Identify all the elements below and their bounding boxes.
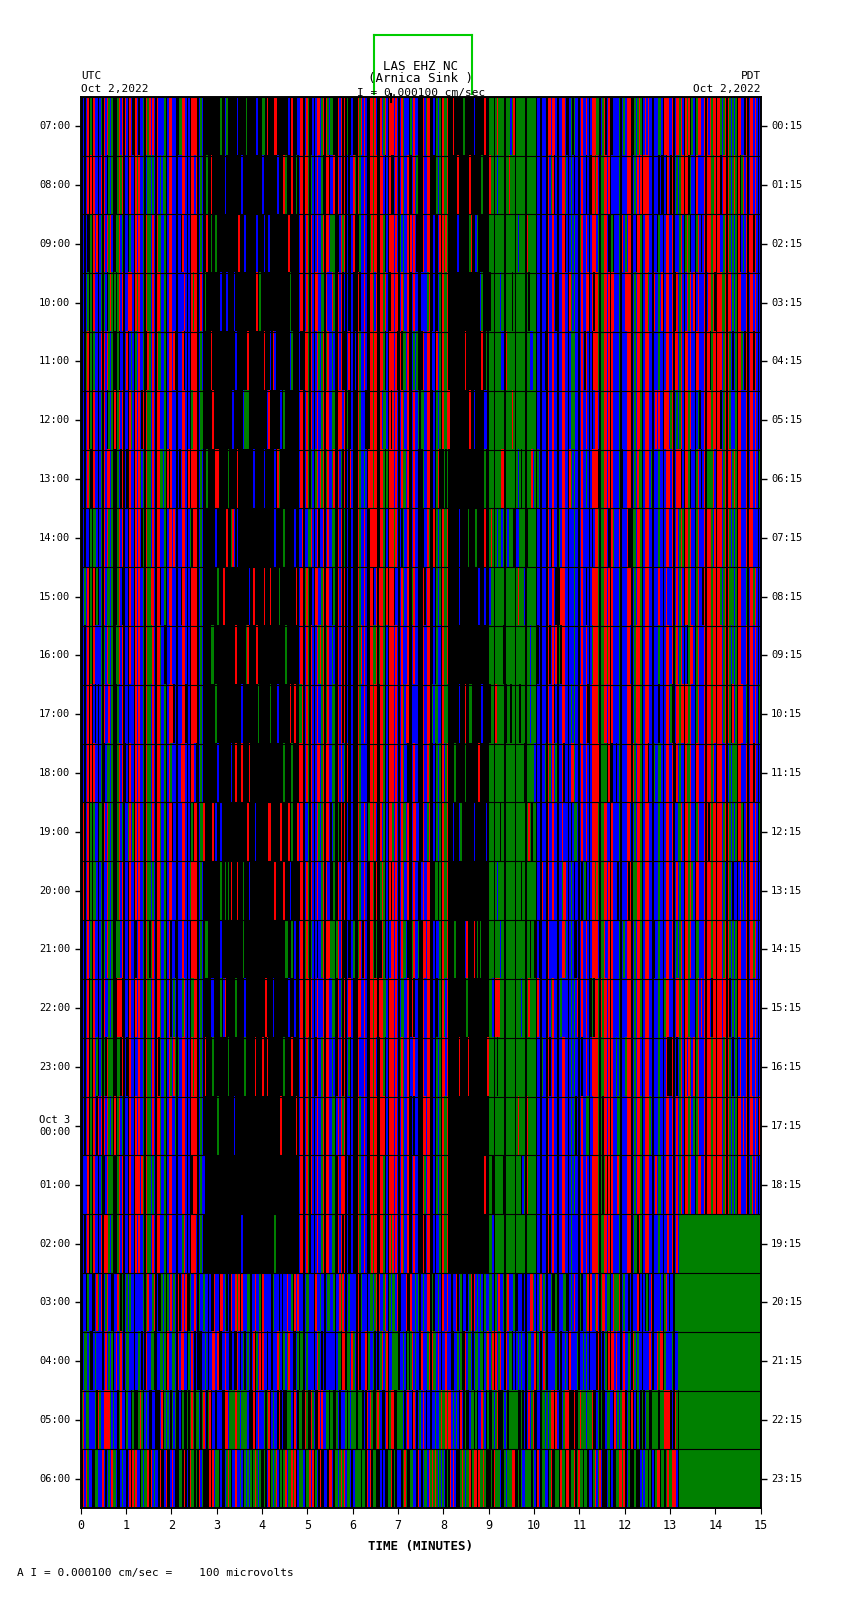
- Text: PDT: PDT: [740, 71, 761, 81]
- Text: A I = 0.000100 cm/sec =    100 microvolts: A I = 0.000100 cm/sec = 100 microvolts: [17, 1568, 294, 1578]
- Text: LAS EHZ NC: LAS EHZ NC: [383, 60, 458, 73]
- Text: I = 0.000100 cm/sec: I = 0.000100 cm/sec: [357, 89, 484, 98]
- Text: (Arnica Sink ): (Arnica Sink ): [368, 73, 473, 85]
- Text: Oct 2,2022: Oct 2,2022: [694, 84, 761, 94]
- X-axis label: TIME (MINUTES): TIME (MINUTES): [368, 1540, 473, 1553]
- Text: UTC: UTC: [81, 71, 101, 81]
- Text: Oct 2,2022: Oct 2,2022: [81, 84, 148, 94]
